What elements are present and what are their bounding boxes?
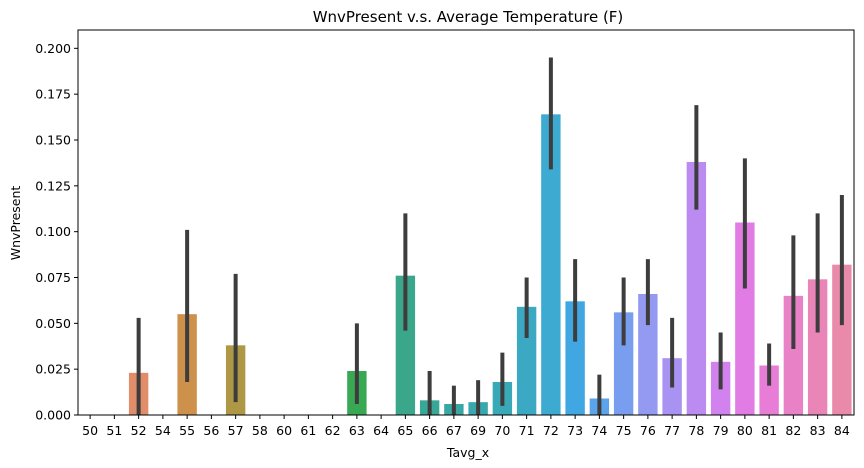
x-tick-label-82: 82 bbox=[785, 423, 801, 438]
x-tick-label-55: 55 bbox=[179, 423, 195, 438]
x-tick-label-58: 58 bbox=[252, 423, 268, 438]
bar-80 bbox=[735, 222, 755, 415]
bar-71 bbox=[516, 306, 537, 415]
x-tick-label-79: 79 bbox=[713, 423, 729, 438]
y-tick-label: 0.075 bbox=[35, 270, 71, 285]
x-tick-label-73: 73 bbox=[567, 423, 583, 438]
bar-76 bbox=[638, 294, 658, 415]
x-tick-label-60: 60 bbox=[276, 423, 292, 438]
x-tick-label-57: 57 bbox=[228, 423, 244, 438]
x-tick-label-77: 77 bbox=[664, 423, 680, 438]
x-tick-label-80: 80 bbox=[737, 423, 753, 438]
y-axis-label: WnvPresent bbox=[8, 186, 23, 261]
x-tick-label-76: 76 bbox=[640, 423, 656, 438]
x-tick-label-75: 75 bbox=[616, 423, 632, 438]
chart-title: WnvPresent v.s. Average Temperature (F) bbox=[313, 8, 624, 26]
x-tick-label-69: 69 bbox=[470, 423, 486, 438]
error-bars-layer bbox=[136, 57, 844, 415]
bar-78 bbox=[686, 162, 707, 415]
bar-84 bbox=[832, 264, 852, 415]
x-tick-label-63: 63 bbox=[349, 423, 365, 438]
y-tick-label: 0.025 bbox=[35, 362, 71, 377]
y-tick-label: 0.150 bbox=[35, 133, 71, 148]
axes-layer bbox=[77, 29, 855, 416]
y-tick-label: 0.000 bbox=[35, 408, 71, 423]
bar-81 bbox=[759, 365, 779, 415]
x-tick-label-54: 54 bbox=[155, 423, 171, 438]
bar-65 bbox=[395, 275, 416, 415]
x-tick-label-78: 78 bbox=[688, 423, 704, 438]
x-tick-label-66: 66 bbox=[422, 423, 438, 438]
x-tick-label-50: 50 bbox=[82, 423, 98, 438]
bar-73 bbox=[565, 301, 585, 415]
y-tick-label: 0.200 bbox=[35, 41, 71, 56]
x-tick-label-74: 74 bbox=[591, 423, 607, 438]
x-tick-label-51: 51 bbox=[106, 423, 122, 438]
x-tick-label-72: 72 bbox=[543, 423, 559, 438]
bar-82 bbox=[783, 295, 804, 415]
x-tick-label-62: 62 bbox=[325, 423, 341, 438]
bar-75 bbox=[613, 312, 634, 415]
x-tick-label-61: 61 bbox=[300, 423, 316, 438]
x-ticks-layer: 50 51 52 54 55 56 57 58 60 61 62 63 64 65 66 67 69 70 71 72… bbox=[82, 415, 850, 438]
x-tick-label-56: 56 bbox=[203, 423, 219, 438]
y-ticks-layer: 0.000 0.025 0.050 0.075 0.100 0.125 0.150 0.175… bbox=[35, 41, 78, 423]
x-tick-label-64: 64 bbox=[373, 423, 389, 438]
x-tick-label-65: 65 bbox=[397, 423, 413, 438]
plot-frame bbox=[77, 29, 855, 416]
x-tick-label-84: 84 bbox=[834, 423, 850, 438]
x-tick-label-67: 67 bbox=[446, 423, 462, 438]
y-tick-label: 0.050 bbox=[35, 316, 71, 331]
x-tick-label-81: 81 bbox=[761, 423, 777, 438]
x-tick-label-71: 71 bbox=[519, 423, 535, 438]
x-tick-label-52: 52 bbox=[131, 423, 147, 438]
y-tick-label: 0.175 bbox=[35, 87, 71, 102]
y-tick-label: 0.100 bbox=[35, 224, 71, 239]
bar-83 bbox=[807, 279, 828, 415]
y-tick-label: 0.125 bbox=[35, 178, 71, 193]
bar-72 bbox=[541, 114, 561, 415]
x-tick-label-70: 70 bbox=[494, 423, 510, 438]
x-axis-label: Tavg_x bbox=[446, 445, 489, 460]
x-tick-label-83: 83 bbox=[810, 423, 826, 438]
